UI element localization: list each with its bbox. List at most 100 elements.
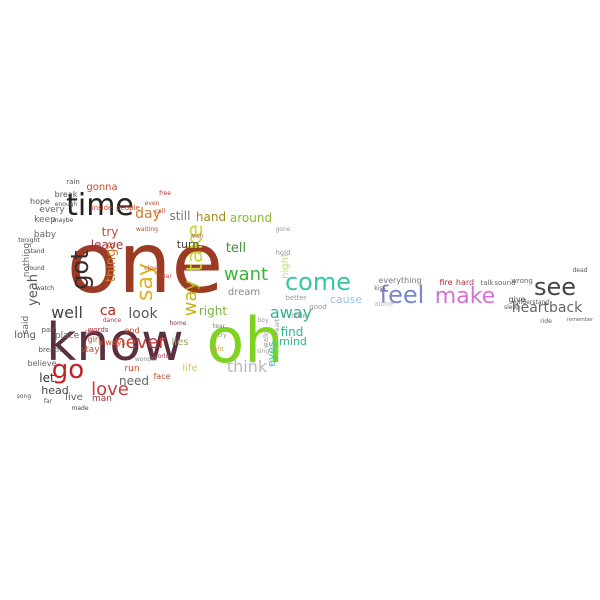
cloud-word-made: made: [71, 405, 88, 412]
cloud-word-love: love: [91, 379, 129, 400]
cloud-word-find: find: [281, 325, 304, 339]
cloud-word-nothing: nothing: [22, 243, 32, 277]
cloud-word-make: make: [435, 284, 495, 309]
cloud-word-talk: talk: [480, 279, 494, 287]
cloud-word-see: see: [534, 273, 576, 301]
cloud-word-sure: sure: [85, 329, 98, 336]
cloud-word-stand: stand: [28, 248, 45, 255]
cloud-word-say: say: [133, 263, 158, 301]
cloud-word-lies: lies: [172, 337, 189, 348]
cloud-word-inside: inside: [92, 204, 113, 212]
cloud-word-little: little: [291, 312, 307, 320]
cloud-word-good: good: [309, 303, 326, 311]
cloud-word-better: better: [285, 294, 307, 302]
cloud-word-believe: believe: [27, 359, 56, 368]
cloud-word-sing: sing: [257, 348, 270, 355]
cloud-word-one: one: [67, 214, 223, 312]
cloud-word-said: said: [21, 316, 31, 334]
cloud-word-hear: hear: [158, 273, 172, 280]
cloud-word-wish: wish: [190, 233, 204, 240]
cloud-word-night: night: [280, 253, 291, 279]
cloud-word-face: face: [153, 372, 170, 381]
cloud-word-try: try: [102, 225, 119, 239]
cloud-word-tear: tear: [213, 323, 226, 330]
cloud-word-eyes: eyes: [265, 341, 278, 367]
cloud-word-look: look: [128, 306, 158, 322]
cloud-word-oh: oh: [206, 304, 283, 377]
cloud-word-words: words: [88, 326, 109, 334]
cloud-word-stay: stay: [80, 345, 100, 355]
cloud-word-way: way: [180, 279, 201, 316]
cloud-word-pain: pain: [41, 326, 56, 334]
cloud-word-dance: dance: [103, 317, 122, 324]
cloud-word-girl: girl: [88, 335, 101, 344]
cloud-word-ride: ride: [540, 318, 552, 325]
cloud-word-right: right: [199, 304, 227, 318]
cloud-word-keep: keep: [34, 215, 56, 225]
cloud-word-think: think: [227, 357, 268, 376]
cloud-word-away: away: [270, 303, 312, 322]
cloud-word-hold: hold: [275, 249, 290, 257]
cloud-word-enough: enough: [55, 201, 78, 208]
cloud-word-understand: understand: [515, 299, 550, 306]
cloud-word-baby: baby: [34, 230, 57, 240]
cloud-word-gonna: gonna: [86, 182, 117, 193]
cloud-word-run: run: [124, 364, 139, 374]
cloud-word-people: people: [116, 204, 140, 212]
cloud-word-heartback: heartback: [512, 300, 583, 316]
cloud-word-maybe: maybe: [53, 217, 74, 224]
cloud-word-head: head: [41, 384, 68, 397]
cloud-word-kiss: kiss: [374, 285, 385, 292]
cloud-word-wonder: wonder: [135, 356, 158, 363]
cloud-word-take: take: [183, 224, 208, 272]
cloud-word-man: man: [92, 394, 112, 404]
cloud-word-never: never: [114, 332, 166, 353]
cloud-word-hard: hard: [456, 278, 474, 287]
cloud-word-fire: fire: [439, 278, 452, 287]
cloud-word-well: well: [51, 303, 83, 322]
cloud-word-leave: leave: [91, 238, 124, 252]
cloud-word-sound: sound: [494, 279, 515, 287]
cloud-word-call: call: [155, 208, 166, 215]
cloud-word-close: close: [144, 265, 160, 272]
cloud-word-song: song: [17, 393, 32, 400]
cloud-word-free: free: [159, 190, 171, 197]
cloud-word-dead: dead: [573, 267, 588, 274]
cloud-word-still: still: [170, 209, 191, 223]
cloud-word-need: need: [119, 374, 149, 388]
cloud-word-give: give: [509, 295, 526, 304]
cloud-word-time: time: [66, 188, 134, 223]
cloud-word-feel: feel: [380, 281, 425, 309]
cloud-word-long: long: [14, 330, 36, 341]
cloud-word-rain: rain: [66, 178, 80, 186]
cloud-word-know: know: [46, 313, 183, 373]
cloud-word-ca: ca: [100, 303, 116, 319]
cloud-word-far: far: [44, 398, 53, 405]
cloud-word-tonight: tonight: [18, 237, 40, 244]
cloud-word-always: always: [98, 338, 125, 347]
cloud-word-watch: watch: [36, 285, 54, 292]
cloud-word-found: found: [27, 265, 44, 272]
cloud-word-gone: gone: [276, 226, 291, 233]
cloud-word-place: place: [55, 331, 80, 341]
cloud-word-got: got: [66, 250, 94, 289]
cloud-word-end: end: [124, 326, 139, 335]
cloud-word-wrong: wrong: [511, 277, 533, 285]
cloud-word-cry: cry: [217, 332, 227, 339]
cloud-word-hand: hand: [196, 210, 226, 224]
cloud-word-go: go: [52, 355, 84, 385]
cloud-word-sleep: sleep: [504, 304, 520, 311]
cloud-word-things: things: [104, 242, 119, 282]
cloud-word-remember: remember: [567, 317, 594, 323]
cloud-word-heart: heart: [274, 318, 281, 335]
cloud-word-hope: hope: [30, 197, 50, 206]
cloud-word-every: every: [39, 205, 65, 215]
cloud-word-let: let: [39, 371, 55, 385]
cloud-word-dream: dream: [228, 287, 260, 298]
cloud-word-boy: boy: [257, 317, 268, 324]
cloud-word-light: light: [210, 346, 224, 353]
cloud-word-live: live: [65, 392, 83, 403]
cloud-word-break: break: [55, 190, 78, 199]
